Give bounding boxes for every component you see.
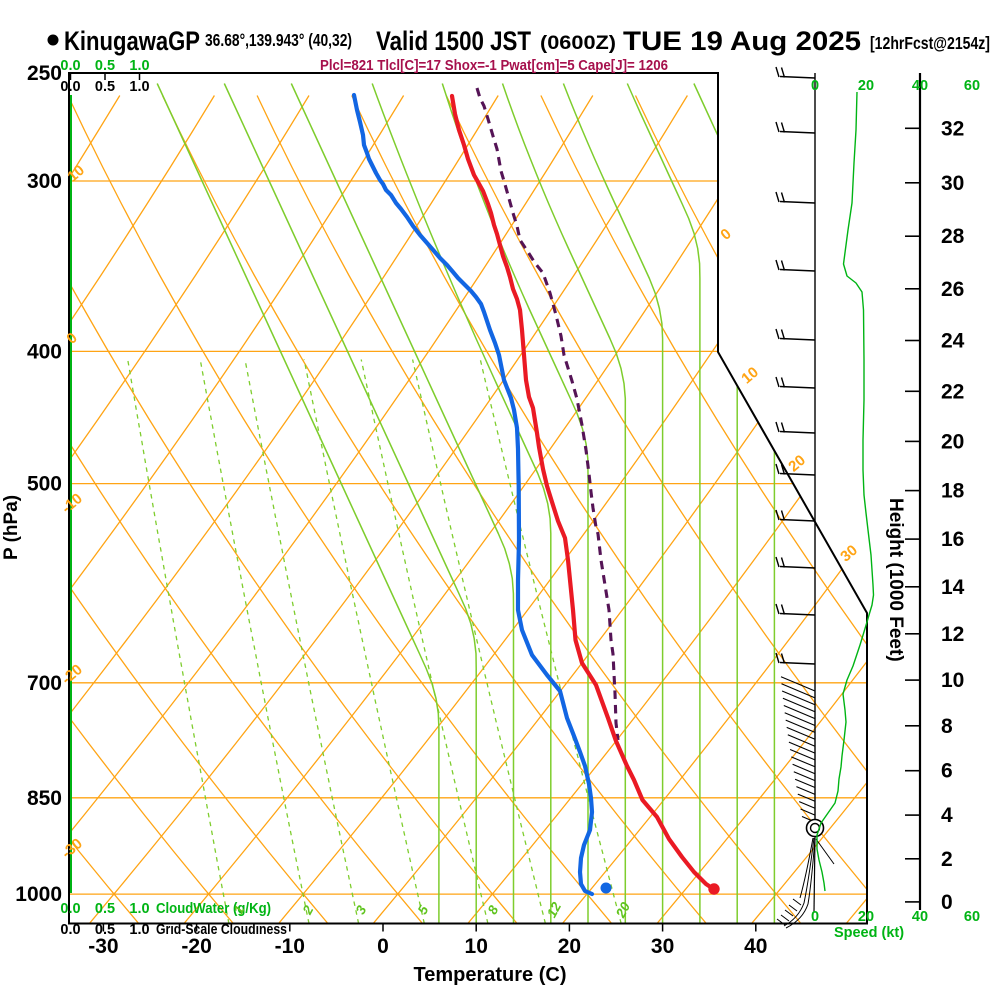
svg-text:(0600Z): (0600Z) [540,33,616,54]
svg-text:20: 20 [858,78,874,94]
svg-text:60: 60 [964,909,980,925]
svg-text:2: 2 [941,848,953,871]
svg-text:20: 20 [558,935,581,958]
svg-text:0.0: 0.0 [60,79,80,95]
svg-text:0.5: 0.5 [95,922,115,938]
svg-text:300: 300 [27,170,62,193]
svg-text:28: 28 [941,225,965,248]
svg-text:20: 20 [612,899,633,921]
svg-text:0.0: 0.0 [60,922,80,938]
svg-text:32: 32 [941,117,964,140]
svg-text:0.0: 0.0 [60,901,80,917]
svg-text:22: 22 [941,380,964,403]
svg-text:Height (1000 Feet): Height (1000 Feet) [885,498,906,662]
svg-text:10: 10 [465,935,488,958]
svg-text:30: 30 [651,935,674,958]
svg-text:250: 250 [27,62,62,85]
svg-text:14: 14 [941,576,965,599]
svg-text:0.5: 0.5 [95,58,115,74]
svg-text:12: 12 [544,899,565,920]
svg-text:26: 26 [941,278,964,301]
svg-text:30: 30 [941,172,964,195]
svg-text:8: 8 [941,715,953,738]
svg-text:400: 400 [27,340,62,363]
svg-text:6: 6 [941,760,953,783]
svg-text:0: 0 [941,891,953,914]
svg-text:-10: -10 [275,935,305,958]
svg-text:10: 10 [941,669,964,692]
svg-text:850: 850 [27,787,62,810]
svg-text:TUE 19 Aug 2025: TUE 19 Aug 2025 [623,26,861,56]
svg-text:0: 0 [811,909,819,925]
svg-text:Grid-Scale Cloudiness: Grid-Scale Cloudiness [156,922,287,938]
svg-text:[12hrFcst@2154z]: [12hrFcst@2154z] [870,33,990,53]
svg-text:-30: -30 [88,935,118,958]
svg-text:4: 4 [941,804,953,827]
svg-text:12: 12 [941,623,964,646]
svg-text:0.5: 0.5 [95,901,115,917]
svg-text:40: 40 [744,935,767,958]
svg-text:P (hPa): P (hPa) [1,495,22,560]
svg-text:24: 24 [941,329,965,352]
svg-text:60: 60 [964,78,980,94]
svg-text:40: 40 [912,78,928,94]
svg-text:16: 16 [941,528,964,551]
svg-text:1.0: 1.0 [129,922,149,938]
svg-text:KinugawaGP: KinugawaGP [64,26,200,56]
svg-text:0.5: 0.5 [95,79,115,95]
svg-text:500: 500 [27,473,62,496]
svg-text:36.68°,139.943° (40,32): 36.68°,139.943° (40,32) [205,30,352,50]
svg-text:1.0: 1.0 [129,79,149,95]
svg-text:CloudWater (g/Kg): CloudWater (g/Kg) [156,901,271,917]
svg-text:0.0: 0.0 [60,58,80,74]
svg-text:Plcl=821 Tlcl[C]=17 Shox=-1 Pw: Plcl=821 Tlcl[C]=17 Shox=-1 Pwat[cm]=5 C… [320,58,668,74]
svg-text:Speed (kt): Speed (kt) [834,925,904,941]
svg-text:18: 18 [941,480,965,503]
svg-text:Temperature (C): Temperature (C) [414,964,567,986]
svg-text:1.0: 1.0 [129,901,149,917]
svg-text:20: 20 [858,909,874,925]
svg-text:0: 0 [377,935,389,958]
svg-text:0: 0 [811,78,819,94]
svg-text:40: 40 [912,909,928,925]
svg-text:1000: 1000 [15,883,62,906]
svg-text:20: 20 [941,430,964,453]
svg-text:-20: -20 [181,935,211,958]
svg-text:1.0: 1.0 [129,58,149,74]
svg-text:Valid 1500 JST: Valid 1500 JST [376,26,531,56]
svg-text:700: 700 [27,672,62,695]
